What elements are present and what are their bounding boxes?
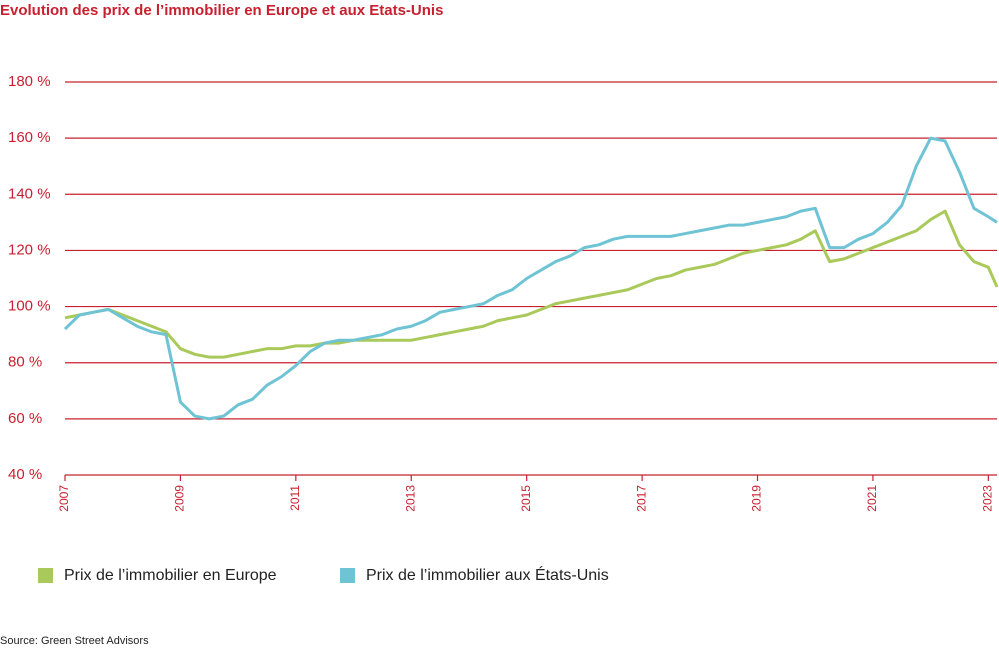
chart-title: Evolution des prix de l’immobilier en Eu… — [0, 2, 443, 19]
legend-swatch — [38, 568, 53, 583]
y-tick-label: 180 % — [8, 73, 51, 90]
legend-label: Prix de l’immobilier aux États-Unis — [366, 565, 609, 584]
y-tick-label: 80 % — [8, 354, 42, 371]
line-series — [63, 136, 998, 421]
legend-swatch — [340, 568, 355, 583]
x-tick-label: 2021 — [865, 485, 879, 512]
y-tick-label: 60 % — [8, 410, 42, 427]
y-tick-label: 100 % — [8, 298, 51, 315]
y-tick-label: 120 % — [8, 241, 51, 258]
x-tick-label: 2023 — [981, 485, 995, 512]
line-series — [64, 209, 999, 359]
x-tick-label: 2007 — [57, 485, 71, 512]
x-tick-label: 2013 — [403, 485, 417, 512]
x-tick-label: 2015 — [519, 485, 533, 512]
source: Source: Green Street Advisors — [0, 635, 149, 647]
x-tick-label: 2019 — [750, 485, 764, 512]
x-tick-label: 2017 — [634, 485, 648, 512]
x-tick-label: 2011 — [288, 485, 302, 511]
legend-label: Prix de l’immobilier en Europe — [64, 567, 277, 584]
y-tick-label: 140 % — [8, 185, 51, 202]
y-tick-label: 40 % — [8, 466, 42, 483]
x-tick-label: 2009 — [173, 485, 187, 512]
y-tick-label: 160 % — [8, 129, 51, 146]
